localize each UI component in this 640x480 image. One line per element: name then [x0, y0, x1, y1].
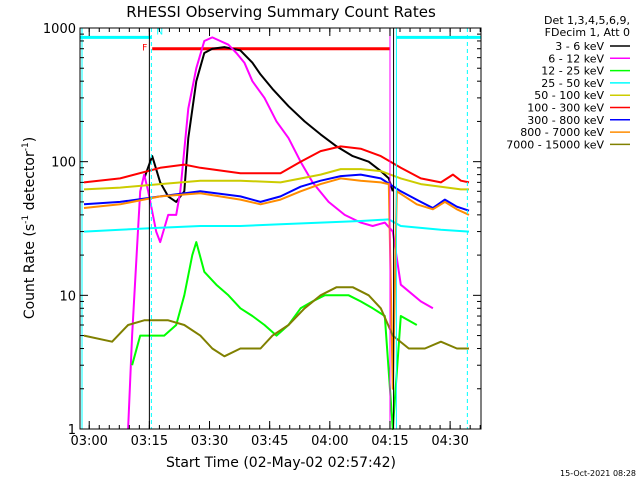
- y-tick-label-1: 1: [68, 423, 76, 438]
- axes-layer: 03:00 03:15 03:30 03:45 04:00 04:15 04:30 1 10 10…: [43, 22, 481, 449]
- x-tick-label-03:15: 03:15: [131, 434, 168, 449]
- legend-label-6-12-kev: 6 - 12 keV: [548, 52, 604, 65]
- plot-frame: [79, 27, 482, 430]
- footer-timestamp: 15-Oct-2021 08:28: [560, 469, 636, 478]
- series-line-6-12-kev: [127, 36, 434, 430]
- y-tick-label-1000: 1000: [43, 22, 76, 37]
- legend-label-25-50-kev: 25 - 50 keV: [541, 77, 604, 90]
- legend-label-3-6-kev: 3 - 6 keV: [555, 40, 604, 53]
- legend-header-1: FDecim 1, Att 0: [545, 26, 630, 39]
- legend-label-100-300-kev: 100 - 300 keV: [527, 102, 604, 115]
- x-axis-label: Start Time (02-May-02 02:57:42): [166, 455, 396, 471]
- y-label-sup1: -1: [21, 215, 31, 224]
- legend-label-50-100-kev: 50 - 100 keV: [534, 89, 604, 102]
- x-tick-label-04:00: 04:00: [311, 434, 348, 449]
- series-line-300-800-kev: [83, 173, 470, 212]
- legend: Det 1,3,4,5,6,9,FDecim 1, Att 03 - 6 keV…: [506, 14, 630, 151]
- annotation-layer: NF: [80, 27, 481, 54]
- legend-label-800-7000-kev: 800 - 7000 keV: [520, 126, 604, 139]
- x-tick-label-03:30: 03:30: [191, 434, 228, 449]
- y-axis-label: Count Rate (s-1 detector-1): [21, 137, 38, 319]
- annotation-label-2: F: [142, 44, 147, 54]
- y-label-mid: detector: [22, 151, 38, 215]
- y-label-end: ): [22, 137, 38, 142]
- x-tick-label-03:45: 03:45: [251, 434, 288, 449]
- legend-label-300-800-kev: 300 - 800 keV: [527, 114, 604, 127]
- y-tick-label-10: 10: [59, 289, 76, 304]
- x-tick-label-03:00: 03:00: [70, 434, 107, 449]
- x-tick-label-04:30: 04:30: [431, 434, 468, 449]
- x-tick-label-04:15: 04:15: [371, 434, 408, 449]
- chart-title: RHESSI Observing Summary Count Rates: [126, 3, 436, 21]
- series-line-25-50-kev: [83, 218, 470, 233]
- series-line-50-100-kev: [83, 168, 469, 191]
- y-label-main: Count Rate (s: [22, 224, 38, 319]
- series-line-7000-15000-kev: [83, 286, 469, 358]
- legend-label-12-25-kev: 12 - 25 keV: [541, 65, 604, 78]
- y-label-sup2: -1: [21, 142, 31, 151]
- series-line-100-300-kev: [83, 145, 470, 184]
- series-layer: [83, 36, 470, 430]
- legend-header-0: Det 1,3,4,5,6,9,: [544, 14, 630, 27]
- legend-label-7000-15000-kev: 7000 - 15000 keV: [506, 138, 604, 151]
- y-tick-label-100: 100: [51, 156, 76, 171]
- series-line-800-7000-kev: [83, 177, 470, 390]
- annotation-label-0: N: [156, 27, 163, 37]
- vertical-markers: [81, 28, 468, 429]
- series-line-12-25-kev: [131, 241, 418, 430]
- series-line-3-6-kev: [143, 46, 394, 203]
